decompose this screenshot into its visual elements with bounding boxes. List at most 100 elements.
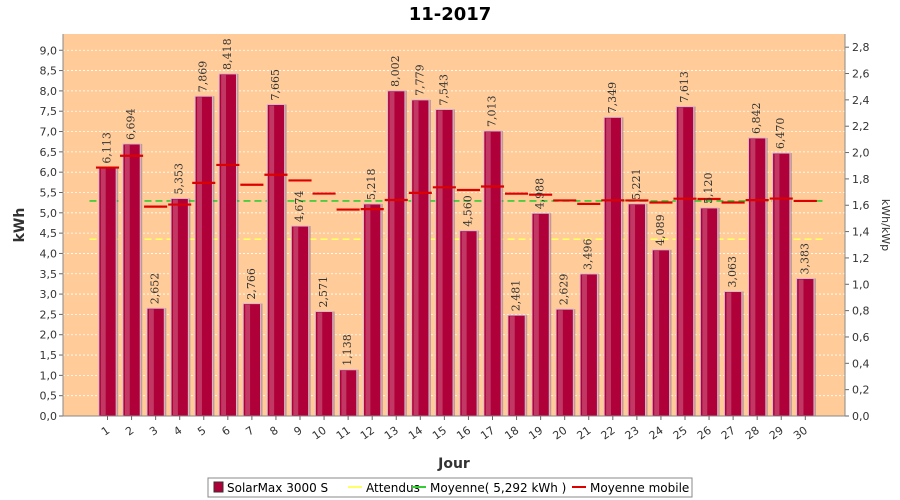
bar-highlight	[582, 274, 587, 415]
bar-highlight	[798, 279, 804, 415]
x-tick-label: 15	[430, 424, 449, 443]
data-label: 5,120	[702, 172, 715, 204]
data-label: 7,013	[485, 96, 498, 128]
legend-label: Moyenne( 5,292 kWh )	[430, 481, 566, 495]
x-tick-label: 25	[671, 424, 690, 443]
x-tick-label: 9	[292, 424, 305, 439]
data-label: 3,383	[798, 243, 811, 275]
data-label: 8,418	[221, 38, 234, 70]
bar-highlight	[365, 204, 371, 415]
legend-label: Moyenne mobile	[590, 481, 689, 495]
data-label: 2,629	[558, 274, 571, 306]
y-tick-label: 5,0	[40, 207, 58, 220]
bar-highlight	[245, 304, 251, 415]
y-right-tick-label: 0,2	[852, 384, 870, 397]
x-tick-label: 30	[791, 424, 810, 443]
x-tick-label: 11	[334, 424, 353, 443]
data-label: 4,089	[654, 214, 667, 246]
data-label: 7,869	[197, 61, 210, 93]
y-right-tick-label: 2,4	[852, 94, 870, 107]
data-label: 5,221	[630, 168, 643, 200]
y-right-tick-label: 1,2	[852, 252, 870, 265]
y-tick-label: 1,5	[40, 349, 58, 362]
y-tick-label: 6,0	[40, 166, 58, 179]
y-tick-label: 3,0	[40, 288, 58, 301]
y-tick-label: 9,0	[40, 44, 58, 57]
y-tick-label: 1,0	[40, 369, 58, 382]
x-tick-label: 20	[550, 424, 569, 443]
bar-highlight	[197, 97, 202, 416]
data-label: 2,571	[317, 276, 330, 308]
y-right-tick-label: 0,8	[852, 305, 870, 318]
x-axis: 1 2 3 4 5 6 7 8 9 10 11 12 13 14 15 16 17 18 19 20 21 22 23 24 2…	[63, 415, 845, 443]
y-right-tick-label: 0,4	[852, 357, 870, 370]
x-axis-label: Jour	[437, 456, 470, 472]
x-tick-label: 26	[695, 424, 714, 443]
y-tick-label: 0,0	[40, 410, 58, 423]
y-right-tick-label: 2,6	[852, 68, 870, 81]
legend-label: Attendus	[366, 481, 420, 495]
y-right-tick-label: 1,8	[852, 173, 870, 186]
y-right-tick-label: 0,0	[852, 410, 870, 423]
data-label: 5,218	[365, 168, 378, 200]
bar-highlight	[461, 231, 467, 415]
x-tick-label: 29	[767, 424, 786, 443]
x-tick-label: 23	[623, 424, 642, 443]
x-tick-label: 12	[358, 424, 377, 443]
y-tick-label: 7,5	[40, 105, 58, 118]
bar-highlight	[606, 118, 611, 415]
x-tick-label: 13	[382, 424, 401, 443]
bar-highlight	[269, 105, 275, 415]
data-label: 2,481	[510, 280, 523, 312]
legend-label: SolarMax 3000 S	[227, 481, 328, 495]
bar-highlight	[678, 107, 684, 415]
bar-highlight	[173, 199, 178, 415]
legend: SolarMax 3000 S Attendus Moyenne( 5,292 kW…	[207, 477, 693, 498]
x-tick-label: 28	[743, 424, 762, 443]
data-label: 7,779	[413, 64, 426, 96]
bar-highlight	[100, 168, 106, 415]
bar-highlight	[774, 154, 780, 416]
legend-box	[207, 477, 693, 498]
y-tick-label: 2,5	[40, 308, 58, 321]
data-label: 7,543	[437, 74, 450, 106]
x-tick-label: 19	[526, 424, 545, 443]
bar-highlight	[413, 100, 419, 415]
bar-highlight	[750, 138, 756, 415]
y-tick-label: 4,0	[40, 247, 58, 260]
x-tick-label: 8	[267, 424, 280, 439]
x-tick-label: 6	[219, 424, 232, 439]
bar-highlight	[533, 214, 539, 415]
y-axis-left: 0,0 0,5 1,0 1,5 2,0 2,5 3,0 3,5 4,0 4,5 5,0 5,5 6,0 6…	[40, 34, 64, 423]
x-tick-label: 4	[171, 424, 184, 439]
y-tick-label: 0,5	[40, 390, 58, 403]
y-tick-label: 6,5	[40, 146, 58, 159]
chart-title: 11-2017	[409, 4, 492, 25]
y-right-tick-label: 1,0	[852, 278, 870, 291]
data-label: 8,002	[389, 55, 402, 87]
data-labels: 6,113 6,694 2,652 5,353 7,869 8,418 2,766 7,665…	[101, 38, 812, 365]
bar-highlight	[148, 309, 154, 415]
data-label: 2,766	[245, 268, 258, 300]
y-tick-label: 2,0	[40, 329, 58, 342]
data-label: 6,694	[125, 108, 138, 140]
data-label: 6,470	[774, 118, 787, 150]
y-tick-label: 3,5	[40, 268, 58, 281]
data-label: 7,349	[606, 82, 619, 114]
x-tick-label: 22	[599, 424, 618, 443]
y-tick-label: 8,5	[40, 65, 58, 78]
y-right-tick-label: 1,6	[852, 199, 870, 212]
bar-highlight	[437, 110, 443, 415]
bar-highlight	[389, 91, 395, 415]
bar-highlight	[341, 370, 347, 415]
x-tick-label: 17	[478, 424, 497, 443]
data-label: 3,496	[582, 238, 595, 270]
moving-average-series	[95, 154, 817, 211]
data-label: 4,560	[461, 195, 474, 227]
bar-highlight	[630, 204, 636, 415]
y-right-tick-label: 0,6	[852, 331, 870, 344]
data-label: 3,063	[726, 256, 739, 288]
y-tick-label: 5,5	[40, 186, 58, 199]
data-label: 2,652	[149, 273, 162, 305]
